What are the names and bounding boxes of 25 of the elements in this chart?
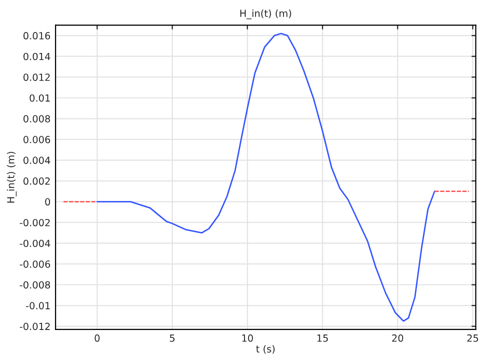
x-axis-title: t (s) — [256, 345, 275, 354]
y-tick-label: -0.004 — [20, 240, 50, 248]
y-tick-label: 0.002 — [23, 177, 50, 185]
y-tick-label: 0.004 — [23, 156, 50, 164]
x-tick-label: 20 — [392, 334, 404, 342]
x-tick-label: 15 — [317, 334, 328, 342]
x-tick-label: 5 — [170, 334, 175, 342]
y-tick-label: 0.012 — [23, 74, 50, 81]
y-tick-label: -0.012 — [20, 322, 50, 330]
x-tick-label: 10 — [242, 334, 253, 342]
y-tick-label: -0.006 — [20, 260, 50, 268]
y-tick-label: 0.006 — [23, 136, 50, 144]
y-tick-label: 0.01 — [30, 94, 50, 102]
y-tick-label: 0.008 — [23, 115, 50, 122]
y-tick-label: -0.002 — [20, 218, 50, 226]
y-tick-label: 0 — [45, 198, 50, 206]
line-series — [96, 32, 436, 322]
y-tick-label: 0.014 — [23, 52, 50, 60]
y-axis-title: H_in(t) (m) — [6, 152, 17, 203]
y-tick-label: 0.016 — [23, 32, 50, 40]
chart-title: H_in(t) (m) — [240, 9, 292, 20]
y-tick-label: -0.008 — [20, 281, 50, 289]
x-tick-label: 0 — [94, 334, 100, 342]
y-tick-label: -0.01 — [26, 302, 50, 310]
x-tick-label: 25 — [467, 334, 478, 342]
